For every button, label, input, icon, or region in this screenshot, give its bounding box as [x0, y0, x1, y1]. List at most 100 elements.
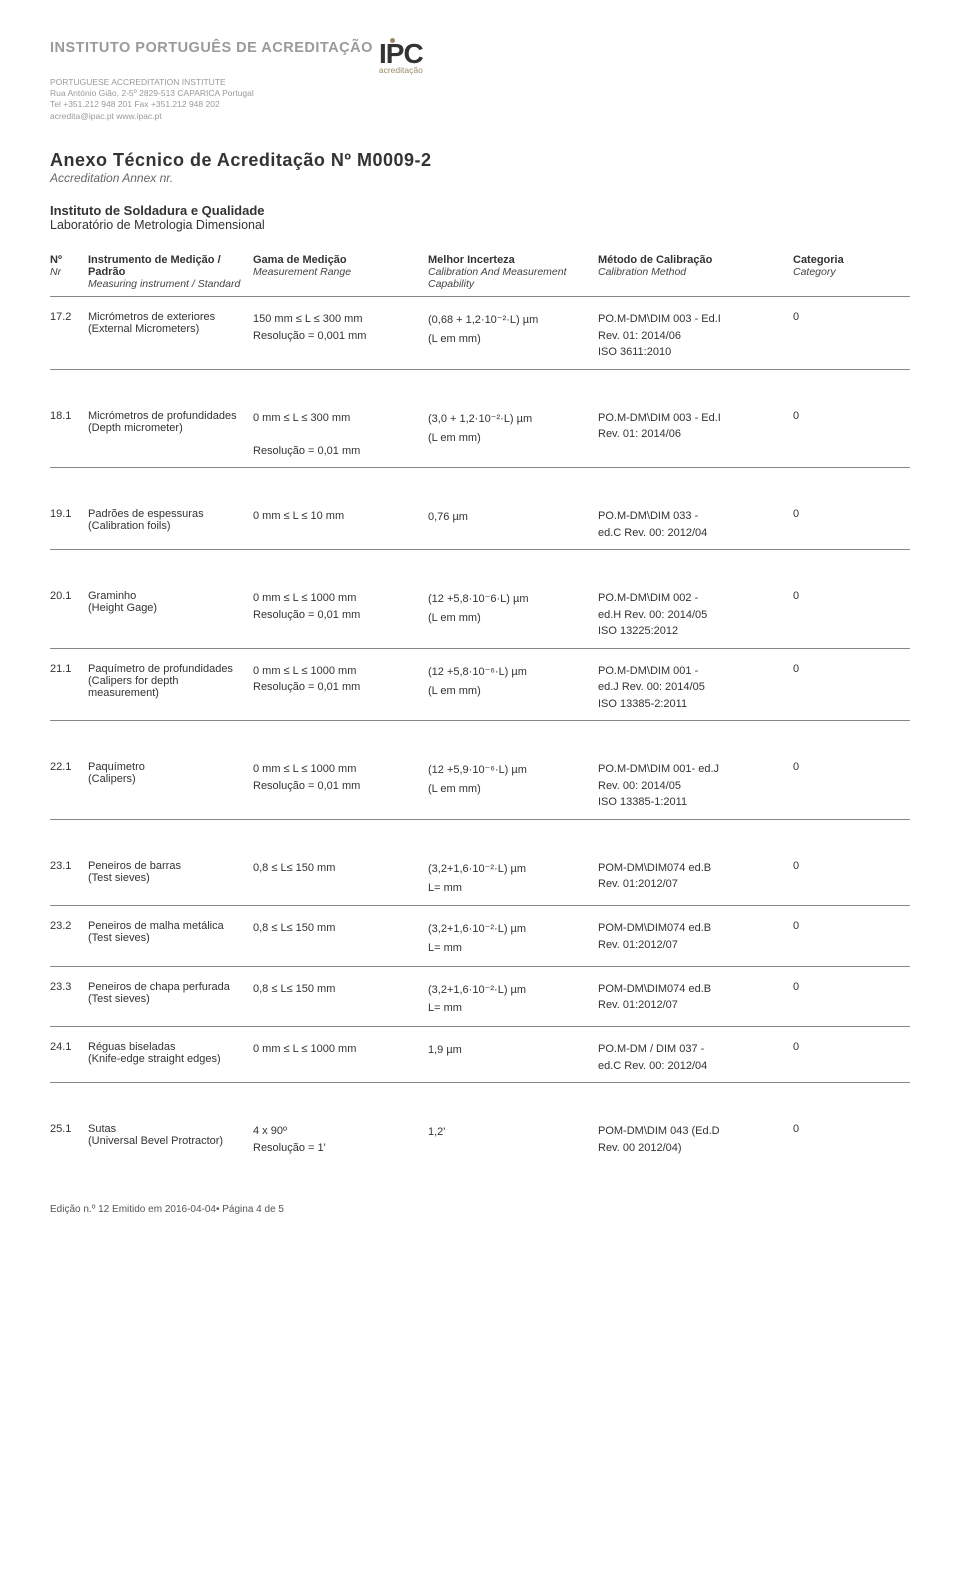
- cell-meth: PO.M-DM\DIM 001 -ed.J Rev. 00: 2014/05IS…: [598, 663, 793, 713]
- col-unc: Melhor Incerteza: [428, 254, 588, 266]
- cell-nr: 24.1: [50, 1041, 88, 1074]
- cell-unc: 1,2': [428, 1123, 598, 1156]
- page-header: INSTITUTO PORTUGUÊS DE ACREDITAÇÃO IPC a…: [50, 40, 910, 122]
- cell-unc: (12 +5,8·10⁻6·L) µm(L em mm): [428, 590, 598, 640]
- cell-nr: 23.1: [50, 860, 88, 897]
- cell-cat: 0: [793, 311, 853, 361]
- col-inst-it: Measuring instrument / Standard: [88, 278, 243, 290]
- table-row: 23.2Peneiros de malha metálica(Test siev…: [50, 912, 910, 966]
- cell-cat: 0: [793, 761, 853, 811]
- col-inst: Instrumento de Medição / Padrão: [88, 254, 243, 278]
- cell-cat: 0: [793, 1041, 853, 1074]
- cell-cat: 0: [793, 410, 853, 460]
- cell-range: 0 mm ≤ L ≤ 1000 mmResolução = 0,01 mm: [253, 761, 428, 811]
- cell-meth: PO.M-DM\DIM 003 - Ed.IRev. 01: 2014/06: [598, 410, 793, 460]
- cell-meth: PO.M-DM\DIM 033 -ed.C Rev. 00: 2012/04: [598, 508, 793, 541]
- cell-meth: PO.M-DM\DIM 003 - Ed.IRev. 01: 2014/06IS…: [598, 311, 793, 361]
- cell-cat: 0: [793, 508, 853, 541]
- cell-nr: 21.1: [50, 663, 88, 713]
- institute-name: INSTITUTO PORTUGUÊS DE ACREDITAÇÃO: [50, 40, 373, 56]
- logo-dot: [390, 38, 395, 43]
- cell-range: 4 x 90ºResolução = 1': [253, 1123, 428, 1156]
- cell-nr: 17.2: [50, 311, 88, 361]
- cell-inst: Graminho(Height Gage): [88, 590, 253, 640]
- cell-inst: Paquímetro de profundidades(Calipers for…: [88, 663, 253, 713]
- logo: IPC acreditação: [379, 40, 423, 75]
- cell-inst: Réguas biseladas(Knife-edge straight edg…: [88, 1041, 253, 1074]
- col-nr-it: Nr: [50, 266, 88, 278]
- col-cat-it: Category: [793, 266, 853, 278]
- cell-unc: 1,9 µm: [428, 1041, 598, 1074]
- cell-cat: 0: [793, 590, 853, 640]
- cell-cat: 0: [793, 920, 853, 957]
- table-row: 18.1Micrómetros de profundidades(Depth m…: [50, 402, 910, 469]
- cell-inst: Peneiros de barras(Test sieves): [88, 860, 253, 897]
- table-row: 23.3Peneiros de chapa perfurada(Test sie…: [50, 973, 910, 1027]
- cell-inst: Sutas(Universal Bevel Protractor): [88, 1123, 253, 1156]
- cell-meth: PO.M-DM\DIM 002 -ed.H Rev. 00: 2014/05IS…: [598, 590, 793, 640]
- cell-meth: PO.M-DM / DIM 037 -ed.C Rev. 00: 2012/04: [598, 1041, 793, 1074]
- col-unc-it: Calibration And Measurement Capability: [428, 266, 588, 290]
- cell-inst: Peneiros de malha metálica(Test sieves): [88, 920, 253, 957]
- col-cat: Categoria: [793, 254, 853, 266]
- col-meth-it: Calibration Method: [598, 266, 783, 278]
- cell-cat: 0: [793, 981, 853, 1018]
- cell-cat: 0: [793, 1123, 853, 1156]
- subtitle-line: PORTUGUESE ACCREDITATION INSTITUTE: [50, 77, 910, 88]
- cell-range: 0,8 ≤ L≤ 150 mm: [253, 920, 428, 957]
- cell-inst: Peneiros de chapa perfurada(Test sieves): [88, 981, 253, 1018]
- table-row: 25.1Sutas(Universal Bevel Protractor)4 x…: [50, 1115, 910, 1164]
- table-row: 19.1Padrões de espessuras(Calibration fo…: [50, 500, 910, 550]
- cell-cat: 0: [793, 860, 853, 897]
- cell-unc: (12 +5,8·10⁻⁶·L) µm(L em mm): [428, 663, 598, 713]
- col-range: Gama de Medição: [253, 254, 418, 266]
- header-subtitle: PORTUGUESE ACCREDITATION INSTITUTE Rua A…: [50, 77, 910, 123]
- cell-inst: Padrões de espessuras(Calibration foils): [88, 508, 253, 541]
- web-line: acredita@ipac.pt www.ipac.pt: [50, 111, 910, 122]
- address-line: Rua António Gião, 2-5º 2829-513 CAPARICA…: [50, 88, 910, 99]
- cell-nr: 18.1: [50, 410, 88, 460]
- cell-nr: 20.1: [50, 590, 88, 640]
- cell-nr: 23.3: [50, 981, 88, 1018]
- cell-inst: Micrómetros de exteriores(External Micro…: [88, 311, 253, 361]
- page-footer: Edição n.º 12 Emitido em 2016-04-04• Pág…: [50, 1204, 910, 1215]
- cell-inst: Paquímetro(Calipers): [88, 761, 253, 811]
- cell-range: 0 mm ≤ L ≤ 1000 mm: [253, 1041, 428, 1074]
- table-row: 23.1Peneiros de barras(Test sieves)0,8 ≤…: [50, 852, 910, 906]
- cell-unc: (3,0 + 1,2·10⁻²·L) µm(L em mm): [428, 410, 598, 460]
- org-title: Instituto de Soldadura e Qualidade: [50, 203, 910, 218]
- doc-title: Anexo Técnico de Acreditação Nº M0009-2: [50, 150, 910, 171]
- cell-nr: 25.1: [50, 1123, 88, 1156]
- table-row: 22.1Paquímetro(Calipers)0 mm ≤ L ≤ 1000 …: [50, 753, 910, 820]
- logo-main: IPC: [379, 40, 423, 68]
- cell-nr: 23.2: [50, 920, 88, 957]
- cell-nr: 19.1: [50, 508, 88, 541]
- table-row: 21.1Paquímetro de profundidades(Calipers…: [50, 655, 910, 722]
- cell-unc: 0,76 µm: [428, 508, 598, 541]
- col-meth: Método de Calibração: [598, 254, 783, 266]
- col-nr: Nº: [50, 254, 88, 266]
- cell-unc: (3,2+1,6·10⁻²·L) µmL= mm: [428, 981, 598, 1018]
- cell-unc: (12 +5,9·10⁻⁶·L) µm(L em mm): [428, 761, 598, 811]
- cell-unc: (3,2+1,6·10⁻²·L) µmL= mm: [428, 920, 598, 957]
- cell-unc: (3,2+1,6·10⁻²·L) µmL= mm: [428, 860, 598, 897]
- table-row: 17.2Micrómetros de exteriores(External M…: [50, 303, 910, 370]
- cell-range: 0,8 ≤ L≤ 150 mm: [253, 860, 428, 897]
- cell-inst: Micrómetros de profundidades(Depth micro…: [88, 410, 253, 460]
- cell-nr: 22.1: [50, 761, 88, 811]
- cell-meth: POM-DM\DIM 043 (Ed.DRev. 00 2012/04): [598, 1123, 793, 1156]
- cell-unc: (0,68 + 1,2·10⁻²·L) µm(L em mm): [428, 311, 598, 361]
- cell-meth: POM-DM\DIM074 ed.BRev. 01:2012/07: [598, 920, 793, 957]
- cell-range: 150 mm ≤ L ≤ 300 mmResolução = 0,001 mm: [253, 311, 428, 361]
- table-row: 20.1Graminho(Height Gage)0 mm ≤ L ≤ 1000…: [50, 582, 910, 649]
- cell-range: 0 mm ≤ L ≤ 300 mm Resolução = 0,01 mm: [253, 410, 428, 460]
- cell-range: 0 mm ≤ L ≤ 1000 mmResolução = 0,01 mm: [253, 590, 428, 640]
- cell-meth: PO.M-DM\DIM 001- ed.JRev. 00: 2014/05ISO…: [598, 761, 793, 811]
- org-sub: Laboratório de Metrologia Dimensional: [50, 218, 910, 232]
- header-top: INSTITUTO PORTUGUÊS DE ACREDITAÇÃO IPC a…: [50, 40, 910, 75]
- doc-title-sub: Accreditation Annex nr.: [50, 171, 910, 185]
- col-range-it: Measurement Range: [253, 266, 418, 278]
- cell-meth: POM-DM\DIM074 ed.BRev. 01:2012/07: [598, 860, 793, 897]
- table-body: 17.2Micrómetros de exteriores(External M…: [50, 303, 910, 1164]
- cell-meth: POM-DM\DIM074 ed.BRev. 01:2012/07: [598, 981, 793, 1018]
